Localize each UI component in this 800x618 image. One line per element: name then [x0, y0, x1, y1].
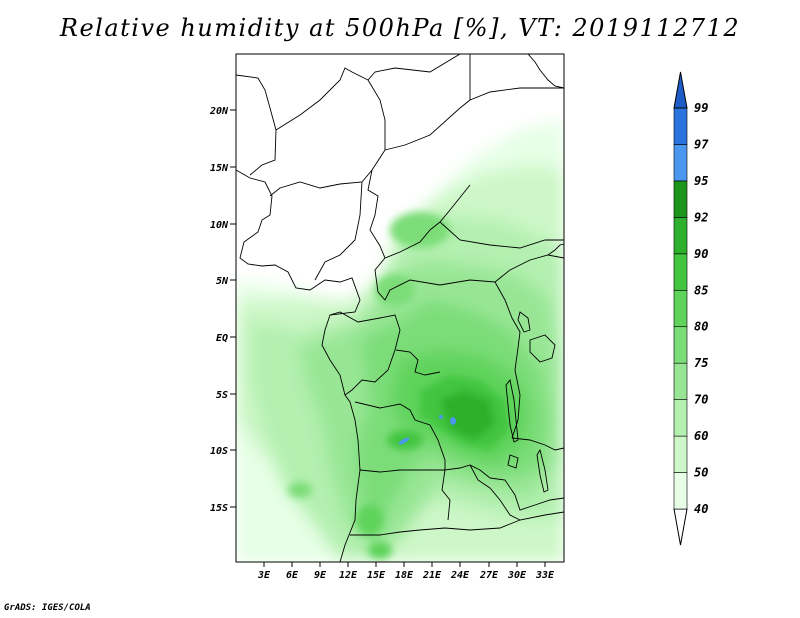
lat-tick-label: 10S — [210, 446, 228, 457]
lat-tick-label: 15N — [210, 163, 229, 174]
rh-85-area-south — [368, 541, 392, 559]
border — [489, 477, 564, 511]
colorbar-box — [673, 107, 688, 145]
border — [275, 54, 461, 131]
lon-tick-label: 24E — [450, 570, 470, 581]
lon-tick-label: 21E — [422, 570, 442, 581]
border — [494, 281, 521, 439]
lon-tick-label: 3E — [257, 570, 271, 581]
lon-tick-label: 15E — [367, 570, 386, 581]
colorbar-box — [673, 253, 688, 291]
colorbar-label: 92 — [694, 210, 708, 224]
colorbar: 40 50 60 70 75 80 85 90 92 95 97 99 — [673, 71, 709, 546]
rh-75-area-west — [288, 482, 312, 498]
rh-97-spot — [398, 437, 410, 445]
border — [314, 181, 363, 281]
longitude-axis: 3E 6E 9E 12E 15E 18E 21E 24E 27E 30E 33E — [257, 562, 555, 581]
colorbar-label: 85 — [694, 283, 708, 297]
credit-text: GrADS: IGES/COLA — [4, 603, 91, 613]
border — [374, 254, 564, 301]
lake-albert — [517, 311, 531, 333]
lake-malawi — [536, 448, 549, 493]
colorbar-label: 90 — [694, 247, 708, 261]
colorbar-max-triangle — [673, 71, 688, 109]
colorbar-box — [673, 180, 688, 218]
chart-title: Relative humidity at 500hPa [%], VT: 201… — [59, 14, 741, 42]
border — [350, 511, 564, 536]
rh-75-area-north — [390, 212, 450, 248]
lat-tick-label: 20N — [209, 106, 229, 117]
lat-tick-label: 15S — [210, 503, 228, 514]
border — [367, 169, 471, 259]
border — [511, 437, 564, 451]
border — [469, 87, 564, 101]
latitude-axis: 20N 15N 10N 5N EQ 5S 10S 15S — [209, 106, 236, 514]
border — [329, 311, 401, 396]
lat-tick-label: EQ — [216, 333, 228, 344]
lake-mweru — [507, 454, 519, 469]
map-frame — [235, 53, 565, 563]
colorbar-label: 95 — [694, 174, 708, 188]
colorbar-label: 60 — [694, 429, 708, 443]
border — [384, 54, 471, 151]
colorbar-label: 97 — [694, 137, 709, 151]
lake-tanganyika — [505, 378, 519, 443]
humidity-field — [236, 54, 564, 562]
colorbar-box — [673, 144, 688, 182]
colorbar-label: 75 — [694, 356, 708, 370]
lon-tick-label: 12E — [339, 570, 358, 581]
lat-tick-label: 5N — [216, 276, 229, 287]
colorbar-box — [673, 217, 688, 255]
lon-tick-label: 18E — [395, 570, 414, 581]
lon-tick-label: 6E — [286, 570, 299, 581]
rh-97-spot — [439, 415, 443, 419]
coastline-east — [547, 243, 564, 256]
border — [439, 221, 564, 249]
lat-tick-label: 10N — [210, 220, 229, 231]
lat-tick-label: 5S — [216, 390, 228, 401]
lon-tick-label: 9E — [314, 570, 327, 581]
lon-tick-label: 30E — [507, 570, 527, 581]
borders — [236, 54, 564, 562]
border — [359, 469, 445, 473]
rh-97-spot — [450, 417, 456, 425]
colorbar-box — [673, 472, 688, 510]
border — [395, 349, 441, 376]
border — [441, 469, 451, 521]
rh-92-area — [440, 390, 495, 440]
colorbar-label: 70 — [694, 393, 708, 407]
colorbar-box — [673, 326, 688, 364]
colorbar-label: 40 — [694, 502, 708, 516]
colorbar-label: 99 — [694, 101, 708, 115]
coastline-red-sea — [527, 54, 564, 89]
colorbar-min-triangle — [673, 508, 688, 546]
colorbar-box — [673, 289, 688, 328]
lon-tick-label: 27E — [479, 570, 499, 581]
colorbar-box — [673, 362, 688, 400]
colorbar-box — [673, 435, 688, 473]
border — [469, 464, 521, 521]
rh-85-area-southwest — [356, 504, 384, 536]
lake-victoria — [529, 334, 556, 363]
colorbar-box — [673, 399, 688, 437]
coastline-west — [236, 169, 361, 562]
colorbar-label: 50 — [694, 466, 708, 480]
lon-tick-label: 33E — [535, 570, 555, 581]
colorbar-label: 80 — [694, 320, 708, 334]
border — [236, 74, 277, 176]
rh-75-area-northwest — [375, 274, 415, 306]
